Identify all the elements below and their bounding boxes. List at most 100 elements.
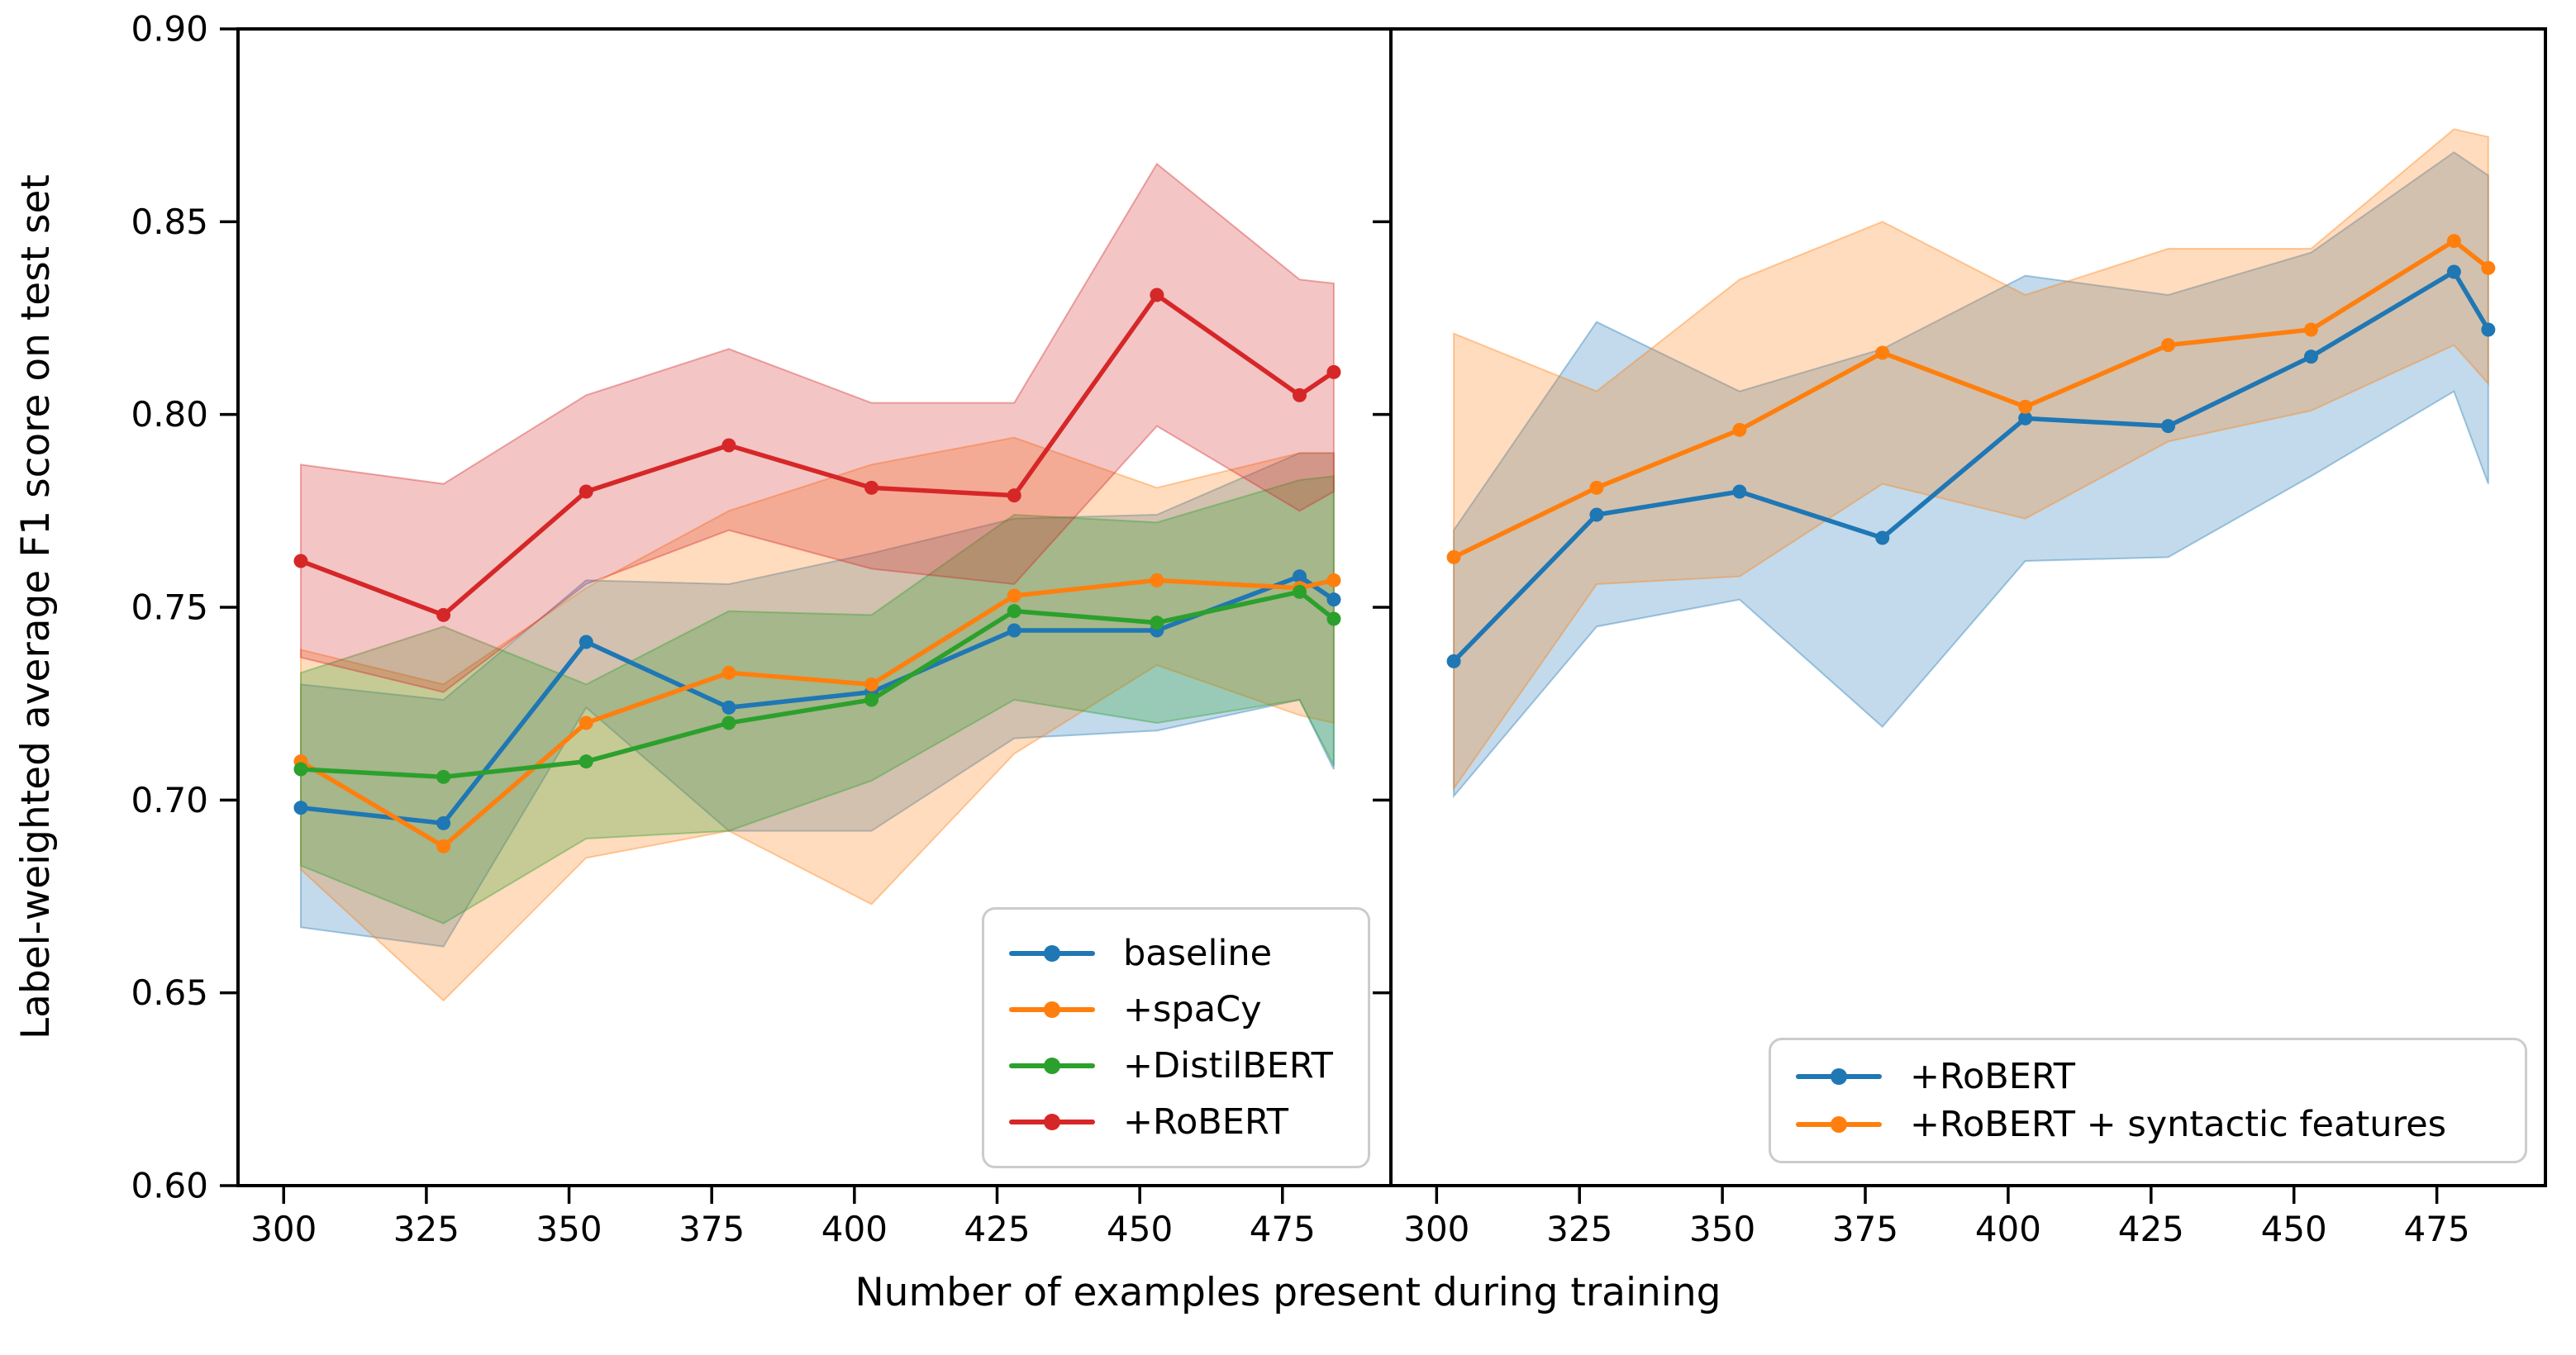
y-tick-label: 0.65 (131, 972, 208, 1013)
confidence-band--robert-syntactic-features (1453, 128, 2489, 792)
data-point (436, 769, 451, 784)
legend-label: baseline (1123, 933, 1273, 974)
legend-label: +RoBERT + syntactic features (1910, 1104, 2447, 1146)
data-point (1007, 604, 1021, 619)
data-point (436, 815, 451, 830)
data-point (1293, 569, 1307, 584)
data-point (1150, 288, 1164, 302)
y-tick-label: 0.90 (131, 9, 208, 50)
data-point (2303, 322, 2318, 337)
data-point (721, 438, 736, 453)
data-point (1732, 484, 1747, 499)
x-tick-label: 375 (1832, 1209, 1898, 1249)
confidence-band--robert (299, 162, 1335, 693)
legend-right-panel: +RoBERT +RoBERT + syntactic features (1769, 1038, 2527, 1163)
x-tick-label: 475 (1250, 1209, 1316, 1249)
left-panel: 300 325 350 375 400 425 450 475 0.60 0.65 0.70 0.75… (131, 9, 1393, 1249)
data-point (1326, 364, 1341, 379)
legend-left-panel: baseline +spaCy +DistilBERT +RoBERT (982, 907, 1370, 1168)
x-tick-label: 350 (536, 1209, 602, 1249)
data-point (436, 607, 451, 622)
legend-item: +RoBERT (1796, 1056, 2500, 1097)
data-point (1875, 530, 1890, 545)
x-tick-label: 400 (1975, 1209, 2041, 1249)
data-point (579, 635, 593, 649)
data-point (293, 801, 308, 815)
data-point (864, 692, 879, 707)
data-point (1326, 573, 1341, 587)
x-tick-label: 400 (821, 1209, 888, 1249)
y-axis-label: Label-weighted average F1 score on test … (13, 174, 59, 1040)
x-tick-label: 475 (2404, 1209, 2470, 1249)
data-point (436, 839, 451, 853)
data-point (721, 665, 736, 680)
x-tick-label: 425 (2118, 1209, 2184, 1249)
x-tick-label: 300 (1403, 1209, 1469, 1249)
legend-label: +RoBERT (1123, 1101, 1288, 1143)
legend-label: +DistilBERT (1123, 1045, 1333, 1086)
y-tick-label: 0.70 (131, 780, 208, 820)
legend-item: baseline (1009, 933, 1343, 974)
x-tick-label: 450 (1107, 1209, 1173, 1249)
legend-item: +RoBERT (1009, 1101, 1343, 1143)
x-tick-label: 450 (2261, 1209, 2327, 1249)
data-point (293, 762, 308, 777)
data-point (1293, 584, 1307, 599)
data-point (1007, 623, 1021, 638)
data-point (1446, 654, 1461, 668)
data-point (579, 716, 593, 730)
legend-marker-icon (1009, 1000, 1095, 1020)
data-point (2018, 399, 2033, 414)
x-tick-label: 375 (679, 1209, 745, 1249)
legend-marker-icon (1009, 944, 1095, 963)
data-point (1326, 592, 1341, 607)
legend-label: +RoBERT (1910, 1055, 2075, 1097)
data-point (2481, 322, 2496, 337)
data-point (2161, 419, 2176, 434)
data-point (1150, 573, 1164, 587)
y-tick-label: 0.80 (131, 394, 208, 435)
panel-frame (1389, 27, 2547, 1187)
legend-label: +spaCy (1123, 989, 1262, 1030)
data-point (721, 716, 736, 730)
legend-marker-icon (1009, 1112, 1095, 1132)
x-tick-label: 350 (1689, 1209, 1755, 1249)
right-panel: 300 325 350 375 400 425 450 475 (1373, 27, 2547, 1249)
data-point (2303, 349, 2318, 364)
confidence-band--spacy (299, 436, 1335, 1002)
legend-marker-icon (1796, 1067, 1882, 1086)
legend-item: +spaCy (1009, 989, 1343, 1030)
y-tick-label: 0.85 (131, 202, 208, 242)
x-tick-label: 325 (1546, 1209, 1612, 1249)
x-tick-label: 425 (964, 1209, 1030, 1249)
y-tick-label: 0.75 (131, 587, 208, 628)
data-point (2446, 264, 2461, 279)
data-point (864, 480, 879, 495)
data-point (1326, 611, 1341, 626)
data-point (864, 677, 879, 692)
data-point (1875, 345, 1890, 360)
data-point (579, 754, 593, 769)
data-point (1293, 387, 1307, 402)
legend-marker-icon (1009, 1056, 1095, 1076)
data-point (2018, 411, 2033, 426)
data-point (293, 554, 308, 568)
data-point (1732, 422, 1747, 437)
data-point (1150, 616, 1164, 630)
legend-marker-icon (1796, 1115, 1882, 1134)
data-point (721, 700, 736, 715)
legend-item: +RoBERT + syntactic features (1796, 1104, 2500, 1145)
data-point (1007, 588, 1021, 603)
data-point (2481, 260, 2496, 275)
data-point (579, 484, 593, 499)
x-axis-label: Number of examples present during traini… (855, 1270, 1721, 1315)
data-point (2161, 338, 2176, 353)
y-tick-label: 0.60 (131, 1166, 208, 1206)
data-point (1446, 549, 1461, 564)
data-point (1589, 480, 1604, 495)
x-tick-label: 300 (250, 1209, 317, 1249)
data-point (2446, 234, 2461, 249)
data-point (1007, 488, 1021, 503)
